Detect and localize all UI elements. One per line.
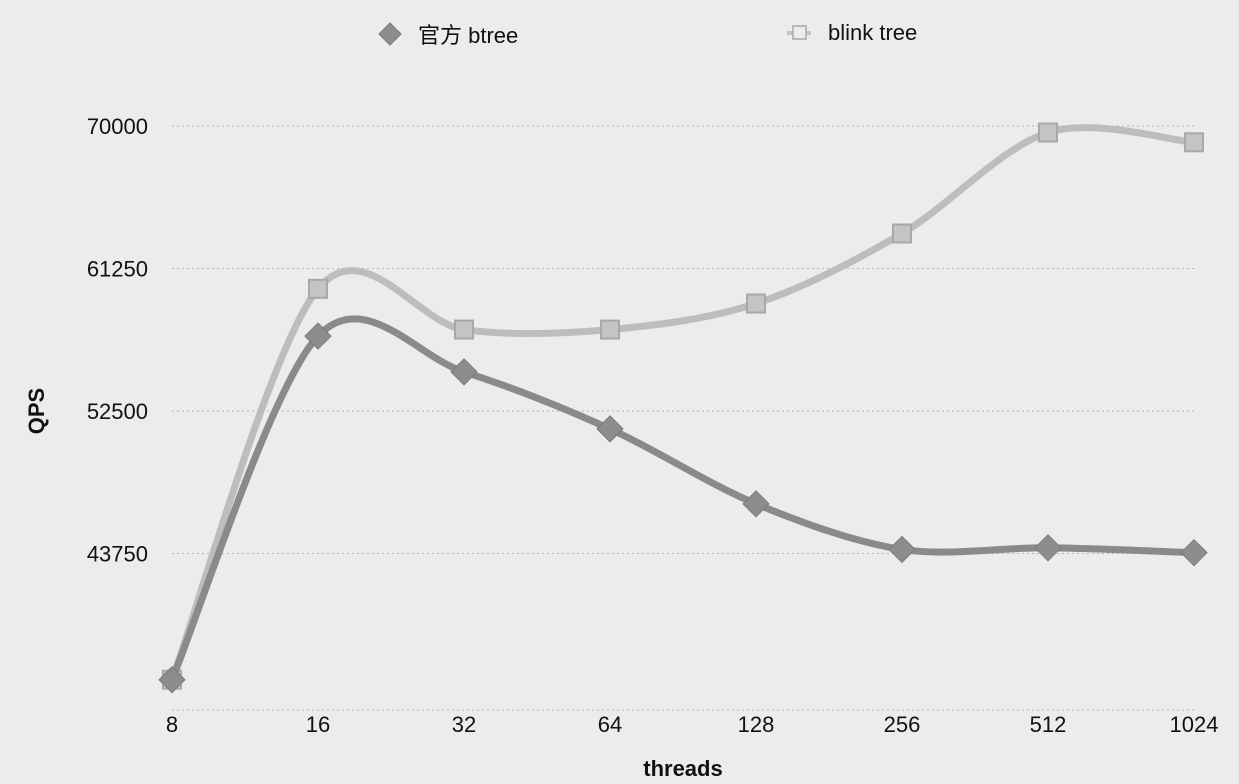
point-btree-1024: [1180, 538, 1208, 567]
point-blink-tree-512: [1038, 122, 1058, 143]
x-tick-label-8: 8: [166, 712, 178, 737]
y-tick-label-70000: 70000: [87, 114, 148, 139]
x-tick-label-16: 16: [306, 712, 330, 737]
y-tick-label-61250: 61250: [87, 257, 148, 282]
point-blink-tree-256: [892, 223, 912, 244]
point-blink-tree-64: [600, 319, 620, 340]
series-line-btree: [168, 315, 1198, 684]
legend-label-blink-tree: blink tree: [828, 20, 917, 45]
series-blink-tree: [162, 122, 1204, 690]
x-tick-label-128: 128: [738, 712, 775, 737]
point-btree-256: [888, 535, 916, 564]
point-blink-tree-1024: [1184, 132, 1204, 153]
legend: 官方 btree blink tree: [378, 20, 917, 48]
legend-marker-btree: [378, 22, 402, 46]
y-tick-label-52500: 52500: [87, 399, 148, 424]
x-axis-title: threads: [643, 756, 722, 781]
gridlines: [172, 125, 1194, 711]
legend-marker-blink-tree: [792, 25, 807, 40]
point-blink-tree-128: [746, 293, 766, 314]
point-btree-8: [158, 666, 186, 694]
point-blink-tree-16: [308, 278, 328, 299]
point-btree-32: [450, 358, 478, 386]
point-btree-128: [742, 490, 770, 518]
series-btree: [158, 315, 1208, 694]
point-btree-512: [1034, 534, 1062, 562]
point-btree-16: [304, 322, 332, 350]
point-blink-tree-32: [454, 319, 474, 340]
legend-label-btree: 官方 btree: [418, 23, 518, 48]
series-line-blink-tree: [168, 124, 1198, 684]
x-tick-label-512: 512: [1030, 712, 1067, 737]
x-tick-label-256: 256: [884, 712, 921, 737]
y-axis-title: QPS: [24, 388, 49, 434]
x-tick-label-64: 64: [598, 712, 622, 737]
x-tick-label-1024: 1024: [1170, 712, 1219, 737]
x-tick-label-32: 32: [452, 712, 476, 737]
y-tick-label-43750: 43750: [87, 542, 148, 567]
point-btree-64: [596, 415, 624, 443]
